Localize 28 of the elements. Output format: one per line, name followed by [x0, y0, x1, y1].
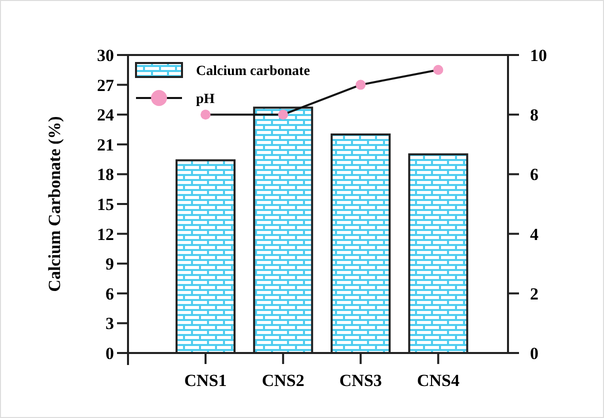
y2-tick-label: 2: [530, 284, 538, 304]
point: [278, 110, 288, 120]
y2-tick-label: 10: [530, 46, 547, 65]
y2-tick-label: 8: [530, 106, 538, 125]
y-tick-label: 21: [97, 135, 114, 154]
y-tick-label: 24: [97, 106, 114, 125]
x-tick-label: CNS1: [184, 371, 227, 390]
y-tick-label: 12: [97, 224, 114, 244]
y-tick-label: 0: [106, 344, 114, 363]
y-tick-label: 15: [97, 194, 114, 214]
point: [200, 110, 211, 120]
point: [433, 64, 444, 75]
y-axis-title: Calcium Carbonate (%): [45, 116, 64, 292]
x-tick-label: CNS4: [416, 371, 460, 390]
y-tick-label: 27: [97, 76, 114, 95]
y-tick-label: 30: [97, 46, 114, 65]
legend-label: pH: [196, 92, 215, 107]
y2-tick-label: 4: [530, 224, 539, 244]
y-tick-label: 3: [106, 314, 114, 334]
y-tick-label: 18: [97, 165, 114, 184]
y-tick-label: 9: [106, 254, 114, 274]
y2-tick-label: 0: [530, 344, 538, 363]
x-tick-label: CNS3: [339, 371, 382, 390]
y-tick-label: 6: [106, 284, 114, 304]
x-tick-label: CNS2: [262, 371, 304, 390]
legend-label: Calcium carbonate: [196, 64, 310, 79]
point: [356, 80, 366, 90]
y2-tick-label: 6: [530, 165, 538, 184]
